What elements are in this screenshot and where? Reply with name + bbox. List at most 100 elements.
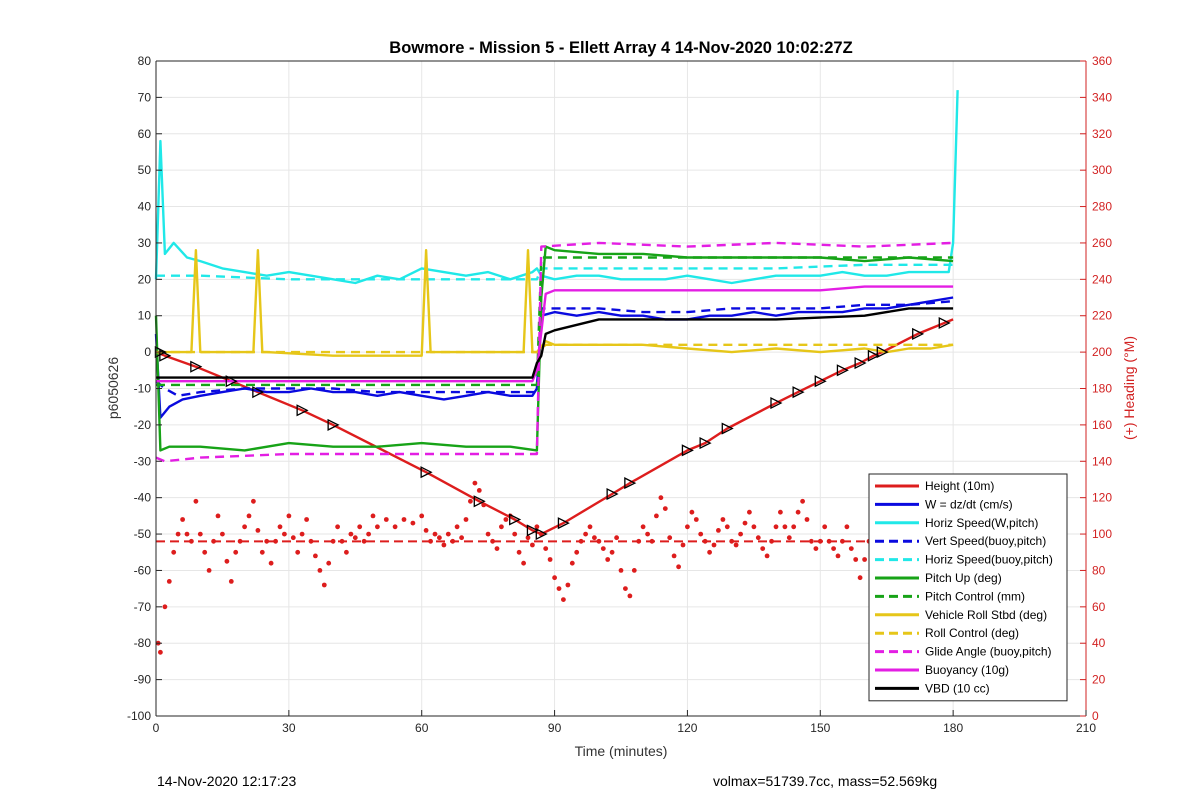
y-tick-label: 50 <box>138 163 152 177</box>
heading-point <box>264 538 270 544</box>
y2-tick-label: 140 <box>1092 454 1112 468</box>
heading-point <box>817 538 823 544</box>
heading-point <box>609 549 615 555</box>
heading-point <box>450 538 456 544</box>
height-marker <box>557 517 570 530</box>
heading-point <box>437 535 442 541</box>
heading-point <box>791 524 797 530</box>
heading-point <box>361 538 367 544</box>
x-tick-label: 180 <box>943 721 963 735</box>
legend-entry: Buoyancy (10g) <box>925 663 1009 677</box>
heading-point <box>862 557 867 562</box>
heading-point <box>760 546 766 551</box>
series-line <box>155 300 954 397</box>
x-tick-label: 60 <box>415 721 429 735</box>
heading-point <box>503 517 509 522</box>
heading-point <box>251 498 256 504</box>
heading-point <box>693 517 699 522</box>
heading-point <box>556 586 562 591</box>
heading-point <box>184 531 190 537</box>
y-tick-label: -70 <box>134 600 152 614</box>
heading-point <box>490 538 495 544</box>
legend-entry: VBD (10 cc) <box>925 681 990 695</box>
heading-point <box>401 517 407 522</box>
height-marker <box>225 375 238 388</box>
heading-point <box>654 513 659 519</box>
series-line <box>154 90 959 285</box>
heading-point <box>596 538 602 544</box>
heading-point <box>375 524 380 530</box>
heading-point <box>175 531 181 537</box>
y2-tick-label: 240 <box>1092 272 1112 286</box>
heading-point <box>383 517 389 522</box>
x-tick-label: 120 <box>677 721 697 735</box>
y-tick-label: 20 <box>138 272 152 286</box>
y2-axis-label: (+) Heading (°M) <box>1121 336 1137 440</box>
heading-point <box>499 524 504 530</box>
heading-point <box>304 517 309 522</box>
x-tick-label: 0 <box>153 721 160 735</box>
heading-point <box>516 549 522 555</box>
y-tick-label: -90 <box>134 673 152 687</box>
heading-point <box>826 538 832 544</box>
height-marker <box>526 524 539 537</box>
heading-point <box>468 498 473 504</box>
heading-point <box>441 542 447 548</box>
heading-point <box>773 524 779 530</box>
heading-point <box>162 604 168 610</box>
heading-point <box>171 549 177 555</box>
heading-point <box>795 509 801 515</box>
heading-point <box>729 538 735 544</box>
series-line <box>156 343 954 354</box>
y2-tick-label: 180 <box>1092 382 1112 396</box>
heading-point <box>494 546 500 551</box>
y2-tick-label: 20 <box>1092 673 1106 687</box>
y2-tick-label: 200 <box>1092 345 1112 359</box>
heading-point <box>215 513 221 519</box>
heading-point <box>366 531 371 537</box>
heading-point <box>233 549 239 555</box>
y-tick-label: 10 <box>138 309 152 323</box>
heading-point <box>742 520 748 526</box>
height-marker <box>509 513 522 526</box>
heading-point <box>645 531 650 537</box>
y2-tick-label: 80 <box>1092 563 1106 577</box>
heading-point <box>680 542 686 548</box>
heading-point <box>857 575 863 581</box>
height-marker <box>420 466 433 479</box>
height-marker <box>252 386 265 399</box>
heading-point <box>459 535 464 541</box>
heading-point <box>445 531 451 537</box>
y-tick-label: 40 <box>138 200 152 214</box>
heading-point <box>339 538 345 544</box>
heading-point <box>202 549 208 555</box>
y-tick-label: -50 <box>134 527 152 541</box>
heading-point <box>574 549 580 555</box>
height-marker <box>699 437 712 450</box>
heading-point <box>290 535 296 541</box>
heading-point <box>640 524 646 530</box>
height-marker <box>867 349 880 362</box>
chart-title: Bowmore - Mission 5 - Ellett Array 4 14-… <box>389 39 852 57</box>
heading-point <box>228 579 234 584</box>
heading-point <box>649 538 655 544</box>
heading-point <box>724 524 730 530</box>
height-marker <box>938 316 951 330</box>
heading-point <box>166 579 172 584</box>
heading-point <box>720 517 726 522</box>
heading-point <box>631 568 637 573</box>
y-tick-label: -40 <box>134 491 152 505</box>
legend: Height (10m) W = dz/dt (cm/s) Horiz Speed(… <box>868 473 1068 702</box>
heading-point <box>525 535 531 541</box>
height-marker <box>721 422 734 435</box>
heading-point <box>521 560 526 566</box>
height-marker <box>473 495 486 508</box>
legend-entry: W = dz/dt (cm/s) <box>925 497 1013 511</box>
heading-point <box>481 502 487 508</box>
heading-point <box>778 509 783 515</box>
heading-point <box>658 495 664 501</box>
y2-tick-label: 0 <box>1092 709 1099 723</box>
height-marker <box>535 528 548 541</box>
legend-entry: Vert Speed(buoy,pitch) <box>925 534 1046 548</box>
